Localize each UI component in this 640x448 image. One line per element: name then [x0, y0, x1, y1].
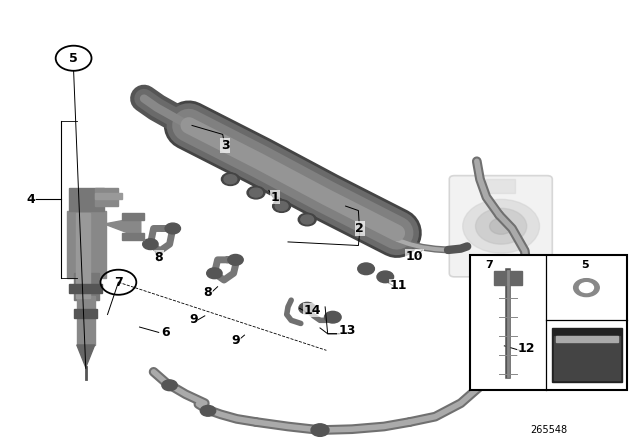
Polygon shape: [95, 193, 122, 199]
Circle shape: [573, 279, 599, 297]
Polygon shape: [486, 179, 515, 193]
Polygon shape: [69, 188, 104, 211]
Polygon shape: [556, 336, 618, 342]
Polygon shape: [74, 309, 97, 318]
Circle shape: [324, 311, 341, 323]
Circle shape: [275, 202, 288, 211]
Text: 14: 14: [303, 303, 321, 317]
Text: 5: 5: [581, 260, 589, 270]
Circle shape: [200, 405, 216, 416]
Text: 5: 5: [69, 52, 78, 65]
Polygon shape: [494, 271, 522, 285]
Text: 7: 7: [114, 276, 123, 289]
Polygon shape: [554, 336, 620, 380]
Polygon shape: [552, 328, 622, 382]
Circle shape: [298, 213, 316, 226]
Polygon shape: [122, 213, 144, 220]
Circle shape: [299, 302, 316, 314]
Text: 1: 1: [271, 190, 280, 204]
Polygon shape: [77, 345, 95, 367]
Text: 2: 2: [355, 222, 364, 235]
Circle shape: [224, 175, 237, 184]
Circle shape: [162, 380, 177, 391]
Circle shape: [463, 199, 540, 253]
Text: 3: 3: [221, 139, 230, 152]
Circle shape: [250, 188, 262, 197]
Circle shape: [143, 239, 158, 250]
Polygon shape: [104, 220, 141, 233]
Circle shape: [165, 223, 180, 234]
Circle shape: [247, 186, 265, 199]
Text: 7: 7: [485, 260, 493, 270]
Circle shape: [221, 173, 239, 185]
Text: 8: 8: [204, 286, 212, 299]
Text: 10: 10: [406, 250, 424, 263]
FancyBboxPatch shape: [449, 176, 552, 277]
Text: 9: 9: [231, 334, 240, 347]
Circle shape: [301, 215, 314, 224]
Circle shape: [377, 271, 394, 283]
Text: 11: 11: [389, 279, 407, 293]
Polygon shape: [69, 284, 102, 293]
Text: 13: 13: [338, 324, 356, 337]
Circle shape: [207, 268, 222, 279]
Text: 265548: 265548: [531, 426, 568, 435]
Polygon shape: [74, 273, 99, 300]
Circle shape: [490, 218, 513, 234]
Circle shape: [228, 254, 243, 265]
Polygon shape: [76, 213, 90, 298]
Circle shape: [358, 263, 374, 275]
Text: 12: 12: [517, 342, 535, 355]
Circle shape: [579, 283, 593, 293]
Bar: [470, 255, 627, 390]
Text: 6: 6: [161, 326, 170, 339]
Text: 8: 8: [154, 251, 163, 264]
Circle shape: [476, 208, 527, 244]
Polygon shape: [67, 211, 106, 278]
Text: 9: 9: [189, 313, 198, 326]
Polygon shape: [77, 296, 95, 345]
Circle shape: [311, 424, 329, 436]
Polygon shape: [95, 188, 118, 206]
Polygon shape: [122, 233, 144, 240]
Text: 4: 4: [26, 193, 35, 206]
Circle shape: [273, 200, 291, 212]
